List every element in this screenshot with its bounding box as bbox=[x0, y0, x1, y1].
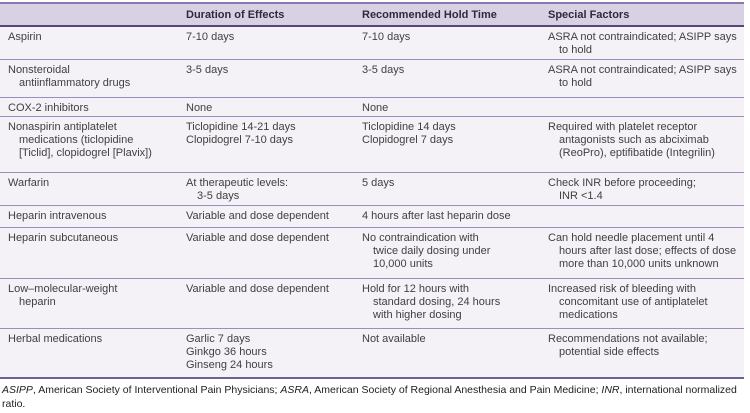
cell-hold-time: Hold for 12 hours with standard dosing, 2… bbox=[362, 283, 501, 321]
cell-duration: 3-5 days bbox=[186, 64, 229, 76]
cell-medication-name: COX-2 inhibitors bbox=[8, 102, 89, 114]
cell-special-factors: Check INR before proceeding; INR <1.4 bbox=[548, 177, 696, 202]
table-header-row: Duration of Effects Recommended Hold Tim… bbox=[0, 4, 744, 27]
cell-hold-time: 5 days bbox=[362, 177, 395, 189]
cell-duration: None bbox=[186, 102, 213, 114]
cell-special-factors: ASRA not contraindicated; ASIPP says to h… bbox=[548, 31, 737, 56]
cell-duration: Variable and dose dependent bbox=[186, 232, 329, 244]
cell-special-factors: Can hold needle placement until 4 hours a… bbox=[548, 232, 737, 270]
header-medication bbox=[0, 4, 186, 25]
cell-medication-name: Aspirin bbox=[8, 31, 42, 43]
table-row-lmw-heparin: Low–molecular-weight heparin Variable and… bbox=[0, 279, 744, 329]
cell-duration: Variable and dose dependent bbox=[186, 283, 329, 295]
table-row-heparin-subcutaneous: Heparin subcutaneous Variable and dose d… bbox=[0, 228, 744, 279]
table-row-cox2-inhibitors: COX-2 inhibitors None None bbox=[0, 98, 744, 117]
cell-duration: Garlic 7 days Ginkgo 36 hours Ginseng 24 h… bbox=[186, 333, 273, 371]
cell-duration: Ticlopidine 14-21 days Clopidogrel 7-10 d… bbox=[186, 121, 296, 146]
footnote-text: , American Society of Interventional Pai… bbox=[32, 384, 281, 396]
table-row-warfarin: Warfarin At therapeutic levels: 3-5 days … bbox=[0, 173, 744, 206]
footnote-text: , American Society of Regional Anesthesi… bbox=[309, 384, 602, 396]
cell-hold-time: No contraindication with twice daily dosi… bbox=[362, 232, 491, 270]
footnote-abbr-asipp: ASIPP bbox=[2, 384, 33, 396]
cell-duration: 7-10 days bbox=[186, 31, 235, 43]
cell-hold-time: Not available bbox=[362, 333, 426, 345]
cell-special-factors: Recommendations not available; potential … bbox=[548, 333, 708, 358]
header-recommended-hold-time: Recommended Hold Time bbox=[362, 9, 497, 21]
table-row-nsaids: Nonsteroidal antiinflammatory drugs 3-5 d… bbox=[0, 60, 744, 98]
cell-special-factors: Increased risk of bleeding with concomita… bbox=[548, 283, 708, 321]
abbreviations-footnote: ASIPP, American Society of Interventiona… bbox=[0, 383, 744, 411]
cell-duration: Variable and dose dependent bbox=[186, 210, 329, 222]
table-row-herbal-medications: Herbal medications Garlic 7 days Ginkgo 3… bbox=[0, 329, 744, 377]
cell-hold-time: Ticlopidine 14 days Clopidogrel 7 days bbox=[362, 121, 456, 146]
cell-hold-time: 4 hours after last heparin dose bbox=[362, 210, 511, 222]
table-row-heparin-intravenous: Heparin intravenous Variable and dose de… bbox=[0, 206, 744, 228]
cell-hold-time: 7-10 days bbox=[362, 31, 411, 43]
footnote-abbr-asra: ASRA bbox=[280, 384, 309, 396]
cell-special-factors bbox=[548, 98, 744, 116]
cell-duration: At therapeutic levels: 3-5 days bbox=[186, 177, 289, 202]
cell-special-factors bbox=[548, 206, 744, 227]
cell-special-factors: Required with platelet receptor antagonis… bbox=[548, 121, 715, 159]
footnote-text: , international normalized ratio. bbox=[2, 384, 737, 410]
cell-medication-name: Nonaspirin antiplatelet medications (ticl… bbox=[8, 121, 152, 159]
cell-medication-name: Herbal medications bbox=[8, 333, 103, 345]
cell-medication-name: Heparin intravenous bbox=[8, 210, 107, 222]
cell-medication-name: Warfarin bbox=[8, 177, 50, 189]
table-row-nonaspirin-antiplatelet: Nonaspirin antiplatelet medications (ticl… bbox=[0, 117, 744, 173]
footnote-abbr-inr: INR bbox=[601, 384, 620, 396]
cell-hold-time: None bbox=[362, 102, 389, 114]
cell-hold-time: 3-5 days bbox=[362, 64, 405, 76]
cell-medication-name: Heparin subcutaneous bbox=[8, 232, 119, 244]
header-duration-of-effects: Duration of Effects bbox=[186, 9, 285, 21]
medication-hold-table: Duration of Effects Recommended Hold Tim… bbox=[0, 2, 744, 379]
table-row-aspirin: Aspirin 7-10 days 7-10 days ASRA not con… bbox=[0, 27, 744, 60]
header-special-factors: Special Factors bbox=[548, 9, 630, 21]
cell-special-factors: ASRA not contraindicated; ASIPP says to h… bbox=[548, 64, 737, 89]
cell-medication-name: Low–molecular-weight heparin bbox=[8, 283, 118, 308]
cell-medication-name: Nonsteroidal antiinflammatory drugs bbox=[8, 64, 131, 89]
